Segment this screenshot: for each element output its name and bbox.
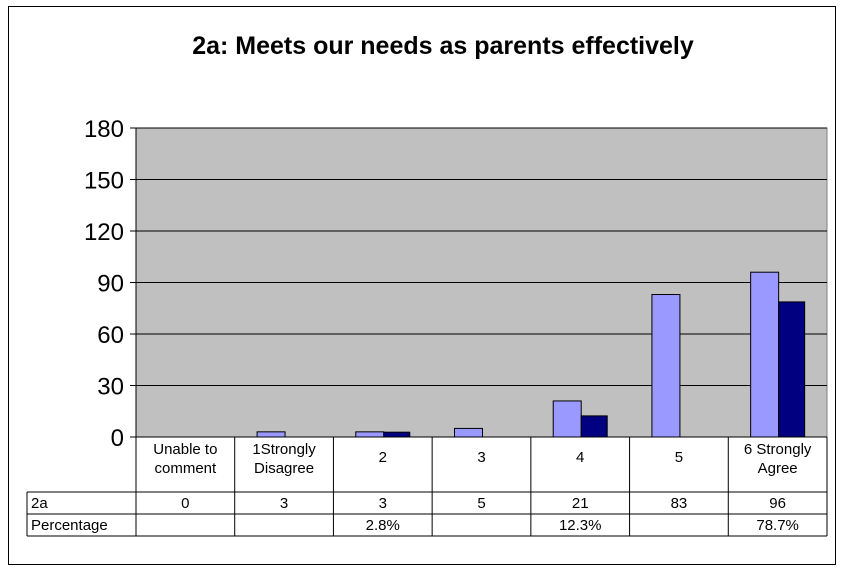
- data-label: 5: [477, 495, 485, 512]
- x-tick-label: 3: [477, 449, 485, 466]
- plot-area: [135, 127, 828, 438]
- x-tick-label: comment: [155, 460, 218, 477]
- chart-title: 2a: Meets our needs as parents effective…: [192, 32, 694, 60]
- data-label: 3: [379, 495, 387, 512]
- y-axis: 0 30 60 90 120 150 180: [84, 116, 827, 452]
- y-tick-label: 0: [111, 425, 124, 452]
- bar-percentage: [580, 415, 608, 438]
- bar-2a: [355, 431, 385, 438]
- data-label: 21: [572, 495, 589, 512]
- y-tick-label: 150: [84, 168, 124, 195]
- bar-2a: [651, 294, 681, 438]
- data-label: 83: [671, 495, 688, 512]
- data-label: 3: [280, 495, 288, 512]
- data-label: 2.8%: [366, 517, 400, 534]
- data-label: 78.7%: [756, 517, 799, 534]
- data-table: Unable to comment 1Strongly Disagree 2 3 4 5 6 S…: [26, 437, 828, 537]
- y-tick-label: 30: [97, 374, 124, 401]
- x-tick-label: 6 Strongly: [744, 441, 812, 458]
- bar-percentage: [778, 301, 806, 438]
- bar-2a: [256, 431, 286, 438]
- y-tick-label: 180: [84, 116, 124, 143]
- x-tick-label: 1Strongly: [252, 441, 316, 458]
- y-tick-label: 120: [84, 219, 124, 246]
- bar-percentage: [383, 431, 411, 438]
- data-label: 0: [181, 495, 189, 512]
- data-label: 12.3%: [559, 517, 602, 534]
- bar-2a: [750, 271, 780, 438]
- y-tick-label: 60: [97, 322, 124, 349]
- x-tick-label: 2: [379, 449, 387, 466]
- x-tick-label: Agree: [758, 460, 798, 477]
- x-tick-label: Disagree: [254, 460, 314, 477]
- bar-2a: [552, 400, 582, 438]
- x-tick-label: 4: [576, 449, 584, 466]
- data-label: 96: [769, 495, 786, 512]
- x-tick-label: Unable to: [153, 441, 217, 458]
- bar-2a: [454, 427, 483, 438]
- y-tick-label: 90: [97, 271, 124, 298]
- x-tick-label: 5: [675, 449, 683, 466]
- series-name-label: 2a: [31, 495, 48, 512]
- series-name-label: Percentage: [31, 517, 108, 534]
